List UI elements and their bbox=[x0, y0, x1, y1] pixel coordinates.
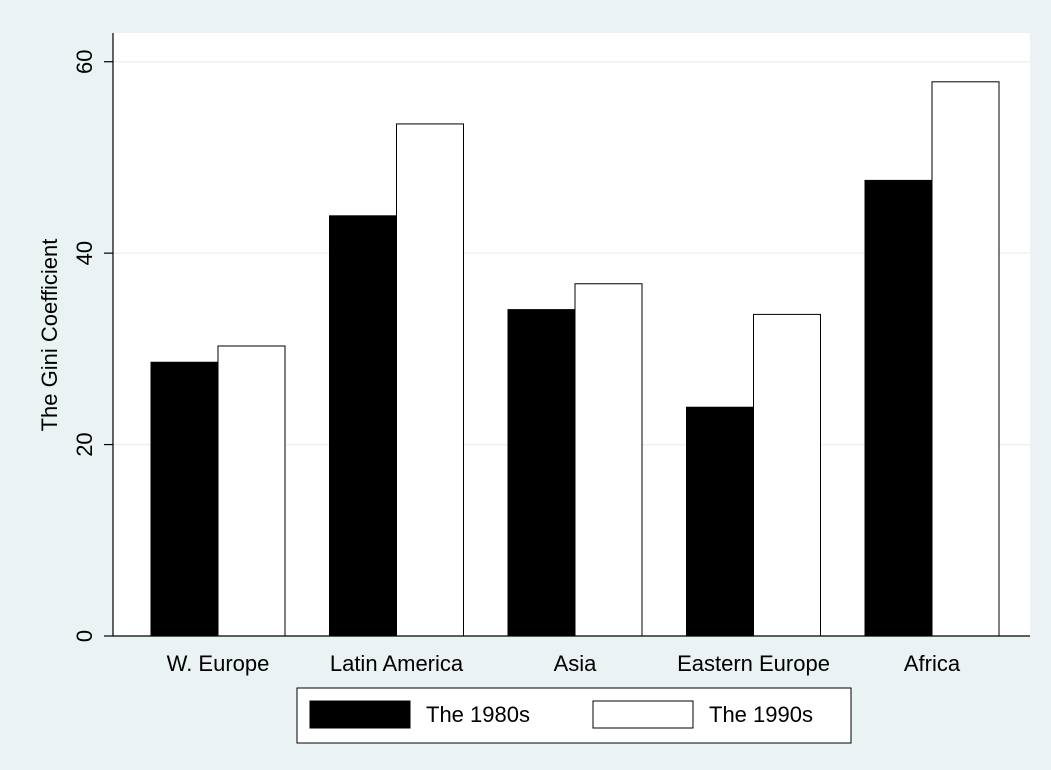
legend: The 1980s The 1990s bbox=[296, 687, 852, 744]
y-tick-label: 40 bbox=[72, 241, 97, 265]
legend-swatch-1990s bbox=[592, 700, 694, 729]
y-ticks: 0 20 40 60 bbox=[72, 49, 113, 642]
legend-label-1990s: The 1990s bbox=[709, 702, 813, 727]
bar-eastern-europe-1980s bbox=[686, 406, 754, 637]
legend-label-1980s: The 1980s bbox=[426, 702, 530, 727]
bar-w-europe-1990s bbox=[217, 345, 286, 637]
y-tick-label: 20 bbox=[72, 432, 97, 456]
y-tick-label: 0 bbox=[72, 630, 97, 642]
x-tick-label: Latin America bbox=[330, 651, 464, 676]
x-tick-labels: W. Europe Latin America Asia Eastern Europe… bbox=[167, 651, 961, 676]
bar-latin-america-1980s bbox=[329, 215, 397, 637]
x-tick-label: W. Europe bbox=[167, 651, 270, 676]
x-tick-label: Asia bbox=[554, 651, 598, 676]
x-tick-label: Eastern Europe bbox=[677, 651, 830, 676]
y-tick-label: 60 bbox=[72, 49, 97, 73]
bar-asia-1980s bbox=[507, 309, 576, 637]
bars bbox=[150, 81, 1000, 637]
y-axis-title: The Gini Coefficient bbox=[37, 239, 62, 432]
x-tick-label: Africa bbox=[904, 651, 961, 676]
bar-africa-1980s bbox=[864, 179, 933, 637]
bar-latin-america-1990s bbox=[396, 123, 464, 637]
bar-eastern-europe-1990s bbox=[753, 313, 821, 637]
bar-w-europe-1980s bbox=[150, 361, 219, 637]
bar-asia-1990s bbox=[574, 283, 643, 637]
legend-swatch-1980s bbox=[309, 700, 411, 729]
bar-africa-1990s bbox=[931, 81, 1000, 637]
